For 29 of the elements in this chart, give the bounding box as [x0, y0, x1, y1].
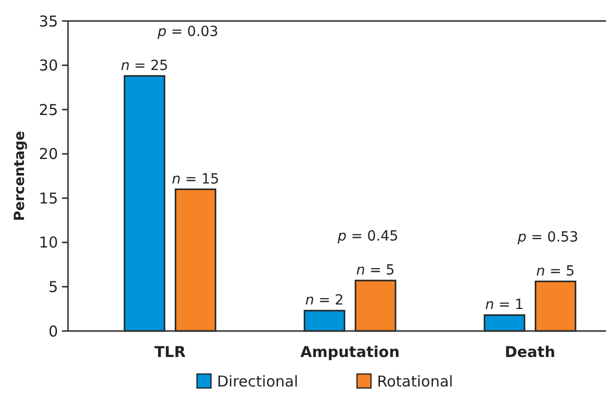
- bar: [354, 280, 396, 332]
- x-tick-label: Amputation: [300, 343, 400, 361]
- annotation: n = 5: [536, 263, 575, 280]
- y-tick-label: 30: [38, 56, 58, 75]
- bar: [534, 280, 576, 332]
- y-tick-label: 10: [38, 234, 58, 252]
- y-tick-label: 20: [38, 145, 58, 164]
- legend-label: Directional: [217, 372, 298, 390]
- x-tick-label: TLR: [154, 343, 186, 361]
- annotation: n = 25: [120, 58, 168, 74]
- annotation: n = 2: [305, 292, 344, 309]
- annotation: n = 5: [356, 262, 395, 279]
- y-tick-label: 0: [48, 322, 58, 340]
- annotation: p = 0.03: [156, 24, 218, 40]
- bar: [174, 188, 216, 332]
- y-tick-label: 35: [38, 12, 58, 30]
- bar: [124, 75, 166, 332]
- x-tick-label: Death: [504, 343, 556, 361]
- y-tick-label: 15: [38, 189, 58, 208]
- annotation: p = 0.53: [516, 229, 578, 246]
- y-tick-label: 5: [48, 278, 58, 296]
- legend-label: Rotational: [377, 372, 454, 390]
- annotation: n = 15: [172, 171, 220, 188]
- annotation: n = 1: [485, 297, 524, 314]
- y-tick-label: 25: [38, 100, 58, 119]
- y-axis-title: Percentage: [12, 130, 28, 222]
- annotation: p = 0.45: [336, 228, 398, 245]
- bar: [484, 314, 526, 332]
- bar: [304, 310, 346, 332]
